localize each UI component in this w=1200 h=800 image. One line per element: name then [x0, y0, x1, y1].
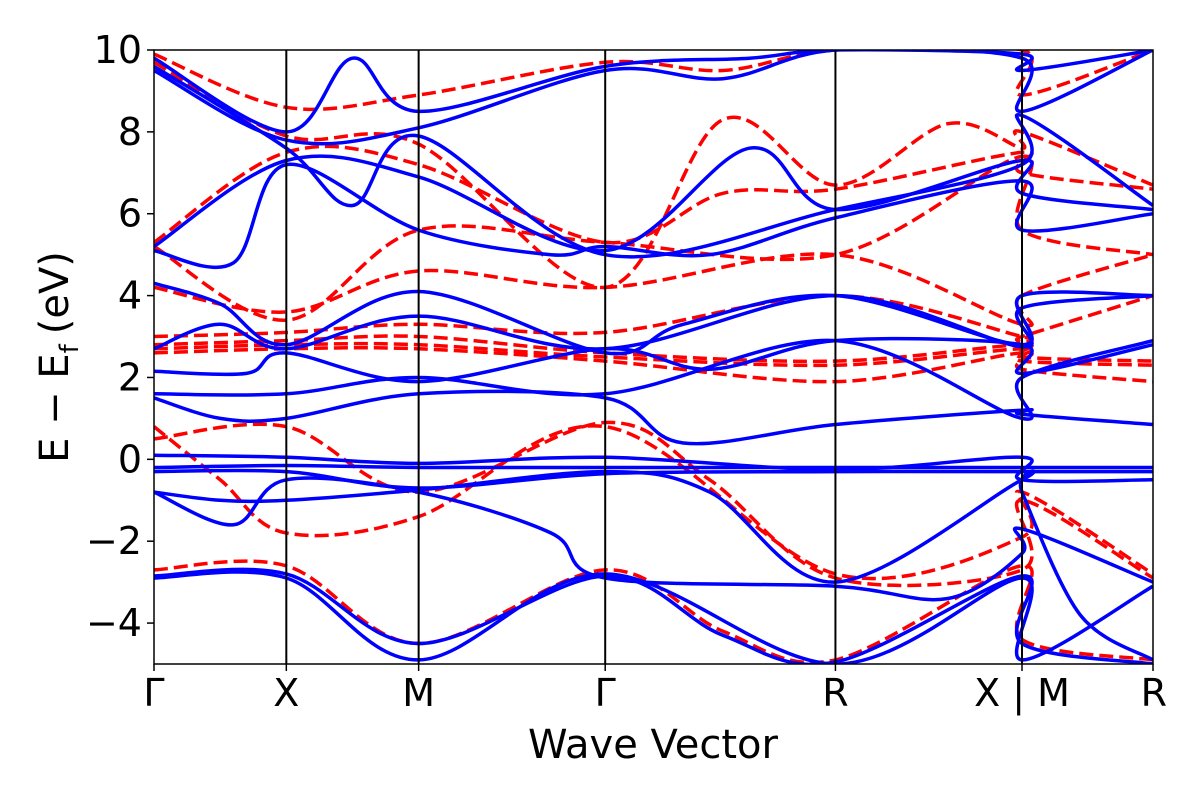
solid-band-10: [154, 336, 1153, 384]
y-tick-label-7: 8: [118, 110, 142, 154]
solid-band-12: [154, 281, 1153, 356]
x-tick-label-1: Γ: [143, 671, 164, 715]
y-axis-title: E − Ef (eV): [32, 251, 85, 463]
y-tick-label-2: −2: [86, 519, 142, 563]
solid-band-4: [154, 469, 1153, 662]
solid-band-9: [154, 338, 1153, 421]
x-axis-title: Wave Vector: [528, 722, 779, 768]
y-axis-title-sub: f: [55, 343, 85, 353]
y-tick-label-3: 0: [118, 437, 142, 481]
y-axis-ticks: −4 −2 0 2 4 6 8 10: [86, 28, 154, 645]
y-tick-label-4: 2: [118, 355, 142, 399]
plot-frame: [153, 49, 1154, 665]
x-tick-label-4: Γ: [595, 671, 616, 715]
solid-band-13: [154, 162, 1153, 270]
high-symmetry-lines: [285, 50, 1024, 664]
dashed-band-1: [154, 559, 1153, 664]
dashed-band-7: [154, 293, 1153, 344]
solid-band-17: [154, 50, 1153, 134]
x-tick-label-2: X: [273, 671, 299, 715]
solid-band-1: [154, 570, 1153, 664]
x-axis-ticks: Γ X M Γ R X | M R: [143, 664, 1167, 716]
dashed-band-3: [154, 420, 1153, 588]
x-tick-label-3: M: [402, 671, 435, 715]
solid-band-14: [154, 146, 1153, 253]
dashed-band-11: [154, 60, 1153, 290]
x-tick-label-6: X | M: [974, 671, 1070, 716]
solid-band-6: [154, 463, 1153, 470]
solid-band-3: [154, 476, 1153, 602]
dashed-band-2: [154, 424, 1153, 581]
solid-band-16: [154, 50, 1153, 146]
solid-band-8: [154, 389, 1153, 446]
solid-band-5: [154, 468, 1153, 490]
y-axis-title-unit: (eV): [32, 251, 78, 334]
y-tick-label-6: 6: [118, 192, 142, 236]
y-tick-label-1: −4: [86, 601, 142, 645]
y-tick-label-5: 4: [118, 274, 142, 318]
y-tick-label-8: 10: [94, 28, 142, 72]
x-tick-label-5: R: [822, 671, 848, 715]
y-axis-title-main: E − E: [32, 353, 78, 463]
solid-band-15: [154, 64, 1153, 259]
dashed-band-4: [154, 345, 1153, 384]
dashed-band-12: [154, 50, 1153, 112]
solid-band-7: [154, 453, 1153, 484]
x-tick-label-7: R: [1141, 671, 1167, 715]
